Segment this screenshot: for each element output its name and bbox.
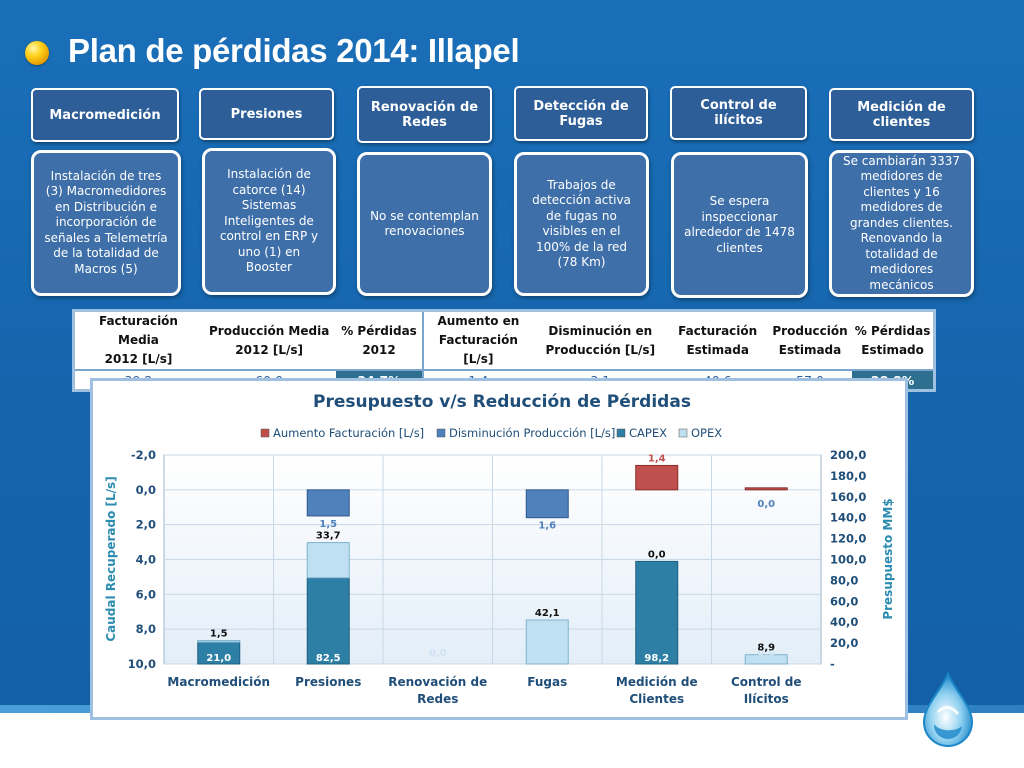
page-title: Plan de pérdidas 2014: Illapel xyxy=(68,32,520,69)
axes: -2,0 0,0 2,0 4,0 6,0 8,0 10,0 200,0 180,0 160,0 14… xyxy=(128,448,867,706)
card-body-renovacion: No se contemplan renovaciones xyxy=(357,152,492,296)
y2-tick-label: 200,0 xyxy=(830,448,866,462)
y2-tick-label: 20,0 xyxy=(830,636,858,650)
chart-container: Presupuesto v/s Reducción de Pérdidas Au… xyxy=(90,378,908,720)
y-tick-label: 6,0 xyxy=(136,587,156,601)
y2-tick-label: 180,0 xyxy=(830,469,866,483)
y-tick-label: 10,0 xyxy=(128,657,156,671)
card-body-ilicitos: Se espera inspeccionar alrededor de 1478… xyxy=(671,152,808,298)
aumento-bar xyxy=(635,464,679,491)
kpi-header: % Pérdidas 2012 xyxy=(336,310,423,371)
y-tick-label: 8,0 xyxy=(136,622,156,636)
x-tick-label: Presiones xyxy=(295,675,361,689)
opex-bar xyxy=(306,542,350,579)
budget-vs-loss-chart: Presupuesto v/s Reducción de Pérdidas Au… xyxy=(104,392,895,706)
capex-label: 21,0 xyxy=(206,653,231,664)
capex-label: 0,0 xyxy=(757,648,775,659)
y-tick-label: 2,0 xyxy=(136,518,156,532)
legend-label: Aumento Facturación [L/s] xyxy=(273,426,424,440)
x-tick-label: Medición de Clientes xyxy=(616,675,698,706)
y2-tick-label: 40,0 xyxy=(830,615,858,629)
kpi-header: Producción Estimada xyxy=(767,310,853,371)
opex-label: 8,9 xyxy=(757,643,775,654)
y-tick-label: 4,0 xyxy=(136,553,156,567)
x-tick-label-line: Renovación de xyxy=(388,675,487,689)
x-tick-label: Renovación de Redes xyxy=(388,675,487,706)
x-tick-label-line: Fugas xyxy=(527,675,567,689)
opex-label: 1,5 xyxy=(210,628,228,639)
legend-label: CAPEX xyxy=(629,426,667,440)
card-title-presiones: Presiones xyxy=(199,88,334,140)
opex-label: 33,7 xyxy=(316,531,341,542)
aumento-label: 1,4 xyxy=(648,453,666,464)
x-tick-label-line: Redes xyxy=(417,692,458,706)
x-tick-label-line: Medición de xyxy=(616,675,698,689)
y2-tick-label: 120,0 xyxy=(830,532,866,546)
card-body-medicion-clientes: Se cambiarán 3337 medidores de clientes … xyxy=(829,150,974,297)
card-body-presiones: Instalación de catorce (14) Sistemas Int… xyxy=(202,148,336,295)
card-title-ilicitos: Control de ilícitos xyxy=(670,86,807,140)
card-title-medicion-clientes: Medición de clientes xyxy=(829,88,974,141)
kpi-header: % Pérdidas Estimado xyxy=(852,310,935,371)
gridlines xyxy=(164,454,821,665)
opex-label: 0,0 xyxy=(648,549,666,560)
y2-tick-label: 140,0 xyxy=(830,511,866,525)
capex-label: 98,2 xyxy=(644,653,669,664)
aumento-label: 0,0 xyxy=(757,499,775,510)
x-tick-label-line: Macromedición xyxy=(167,675,270,689)
card-title-renovacion: Renovación de Redes xyxy=(357,86,492,143)
disminucion-bar xyxy=(306,489,350,517)
legend-swatch xyxy=(678,428,688,438)
x-tick-label-line: Clientes xyxy=(629,692,684,706)
kpi-header: Facturación Estimada xyxy=(667,310,768,371)
disminucion-label: 1,5 xyxy=(319,519,337,530)
y2-tick-label: 80,0 xyxy=(830,573,858,587)
aumento-bar xyxy=(744,487,788,491)
y2-tick-label: 160,0 xyxy=(830,490,866,504)
card-body-macromedicion: Instalación de tres (3) Macromedidores e… xyxy=(31,150,181,296)
y2-axis-label: Presupuesto MM$ xyxy=(881,498,895,619)
x-tick-label: Macromedición xyxy=(167,675,270,689)
opex-bar xyxy=(744,654,788,665)
legend-swatch xyxy=(260,428,270,438)
kpi-header-row: Facturación Media 2012 [L/s] Producción M… xyxy=(73,310,935,371)
kpi-header: Disminución en Producción [L/s] xyxy=(533,310,668,371)
water-drop-logo xyxy=(922,672,974,747)
x-tick-label: Control de Ilícitos xyxy=(731,675,802,706)
legend-swatch xyxy=(616,428,626,438)
capex-bar xyxy=(306,577,350,665)
bullet-icon xyxy=(25,41,49,65)
y-tick-label: 0,0 xyxy=(136,483,156,497)
bars xyxy=(197,464,788,665)
y-tick-label: -2,0 xyxy=(131,448,156,462)
kpi-header: Facturación Media 2012 [L/s] xyxy=(73,310,202,371)
card-body-fugas: Trabajos de detección activa de fugas no… xyxy=(514,152,649,296)
disminucion-bar xyxy=(525,489,569,519)
data-labels: 21,01,582,533,71,50,042,11,698,20,01,40,… xyxy=(206,453,775,664)
kpi-header: Aumento en Facturación [L/s] xyxy=(421,310,534,371)
card-title-macromedicion: Macromedición xyxy=(31,88,179,142)
card-title-fugas: Detección de Fugas xyxy=(514,86,648,141)
y2-tick-label: 60,0 xyxy=(830,594,858,608)
legend-label: OPEX xyxy=(691,426,722,440)
chart-legend: Aumento Facturación [L/s] Disminución Pro… xyxy=(260,426,722,440)
opex-bar xyxy=(197,639,241,643)
x-tick-label: Fugas xyxy=(527,675,567,689)
capex-bar xyxy=(635,560,679,665)
x-tick-label-line: Presiones xyxy=(295,675,361,689)
legend-label: Disminución Producción [L/s] xyxy=(449,426,615,440)
y2-tick-label: - xyxy=(830,657,835,671)
capex-label: 0,0 xyxy=(429,648,447,659)
opex-bar xyxy=(525,619,569,665)
capex-label: 82,5 xyxy=(316,653,341,664)
disminucion-label: 1,6 xyxy=(538,521,556,532)
x-tick-label-line: Ilícitos xyxy=(744,692,789,706)
y2-tick-label: 100,0 xyxy=(830,553,866,567)
chart-title: Presupuesto v/s Reducción de Pérdidas xyxy=(313,392,691,412)
y-axis-label: Caudal Recuperado [L/s] xyxy=(104,476,118,641)
kpi-header: Producción Media 2012 [L/s] xyxy=(201,310,337,371)
legend-swatch xyxy=(436,428,446,438)
x-tick-label-line: Control de xyxy=(731,675,802,689)
opex-label: 42,1 xyxy=(535,608,560,619)
